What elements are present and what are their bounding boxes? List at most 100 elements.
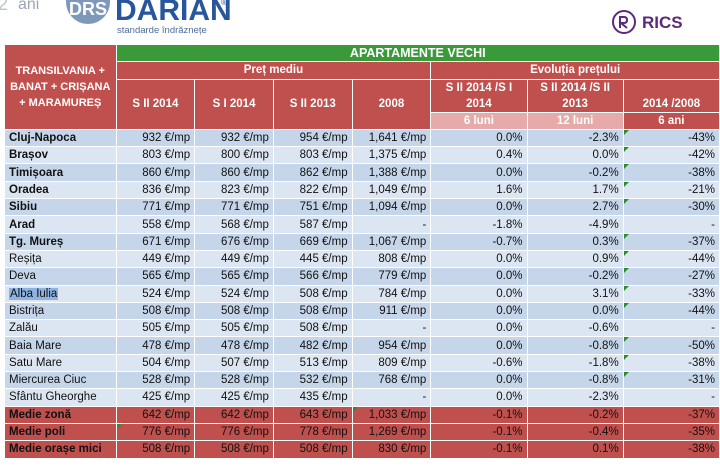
table-row: Alba Iulia 524 €/mp 524 €/mp 508 €/mp 784 €/… <box>4 284 720 303</box>
cell-s2_2014: 528 €/mp <box>115 371 196 390</box>
city-cell[interactable]: Brașov <box>4 146 117 165</box>
cell-s2_2014: 932 €/mp <box>115 128 196 148</box>
cell-s1_2014: 565 €/mp <box>194 267 274 286</box>
city-cell[interactable]: Bistrița <box>4 301 117 321</box>
cell-e6y: -38% <box>622 163 720 182</box>
cell-e6y: -31% <box>622 371 720 390</box>
city-cell[interactable]: Sfântu Gheorghe <box>4 388 117 407</box>
table-row: Zalău 505 €/mp 505 €/mp 508 €/mp -0.0% -0.6% - <box>4 319 720 338</box>
cell-s1_2014: 507 €/mp <box>194 353 274 373</box>
cell-e12: -0.2% <box>526 163 624 182</box>
cell-e6y: -35% <box>622 422 720 442</box>
cell-y2008: 954 €/mp <box>351 336 432 355</box>
cell-e6: 0.4% <box>430 146 528 165</box>
cell-y2008: - <box>351 215 432 234</box>
table-row: Cluj-Napoca 932 €/mp 932 €/mp 954 €/mp 1,641… <box>4 128 720 148</box>
cell-y2008: 1,049 €/mp <box>351 180 432 200</box>
cell-s2_2014: 860 €/mp <box>115 163 196 182</box>
table-row: Bistrița 508 €/mp 508 €/mp 508 €/mp 911 €/mp… <box>4 301 720 321</box>
cell-s2_2013: 954 €/mp <box>272 128 353 148</box>
table-row: Timișoara 860 €/mp 860 €/mp 862 €/mp 1,388 €… <box>4 163 720 182</box>
cell-y2008: 1,375 €/mp <box>351 146 432 165</box>
city-cell[interactable]: Arad <box>4 215 117 234</box>
region-header: TRANSILVANIA + BANAT + CRIȘANA + MARAMUR… <box>4 44 117 130</box>
cell-e12: 3.1% <box>526 284 624 303</box>
cell-y2008: 1,641 €/mp <box>351 128 432 148</box>
city-label: Oradea <box>9 183 49 196</box>
city-cell[interactable]: Medie poli <box>4 422 117 442</box>
cell-s2_2013: 482 €/mp <box>272 336 353 355</box>
table-row: Baia Mare 478 €/mp 478 €/mp 482 €/mp 954 €/m… <box>4 336 720 355</box>
city-cell[interactable]: Baia Mare <box>4 336 117 355</box>
cell-e6y: -44% <box>622 301 720 321</box>
city-cell[interactable]: Cluj-Napoca <box>4 128 117 148</box>
summary-row: Medie orașe mici 508 €/mp 508 €/mp 508 €/mp… <box>4 440 720 459</box>
cell-s1_2014: 642 €/mp <box>194 405 274 424</box>
city-cell[interactable]: Timișoara <box>4 163 117 182</box>
price-group-header: Preț mediu <box>115 61 432 80</box>
cell-s2_2013: 508 €/mp <box>272 319 353 338</box>
cell-e6: 0.0% <box>430 371 528 390</box>
cell-e6y: -43% <box>622 128 720 148</box>
city-cell[interactable]: Tg. Mureș <box>4 232 117 251</box>
city-cell[interactable]: Alba Iulia <box>4 284 117 303</box>
cell-s1_2014: 505 €/mp <box>194 319 274 338</box>
city-label: Baia Mare <box>9 339 62 352</box>
cell-e6: -0.6% <box>430 353 528 373</box>
cell-e12: -0.6% <box>526 319 624 338</box>
rics-wordmark: RICS <box>642 13 683 32</box>
cell-y2008: 808 €/mp <box>351 249 432 269</box>
city-label: Medie poli <box>9 426 66 439</box>
cell-s2_2014: 425 €/mp <box>115 388 196 407</box>
city-cell[interactable]: Satu Mare <box>4 353 117 373</box>
table-row: Oradea 836 €/mp 823 €/mp 822 €/mp 1,049 €/mp… <box>4 180 720 200</box>
cell-s1_2014: 478 €/mp <box>194 336 274 355</box>
cell-e12: -0.8% <box>526 371 624 390</box>
cell-e6: 0.0% <box>430 301 528 321</box>
cell-s2_2014: 558 €/mp <box>115 215 196 234</box>
city-cell[interactable]: Deva <box>4 267 117 286</box>
cell-e6: 0.0% <box>430 267 528 286</box>
cell-s2_2014: 642 €/mp <box>115 405 196 424</box>
cell-y2008: 1,094 €/mp <box>351 198 432 217</box>
city-label: Arad <box>9 218 36 231</box>
cell-e6y: -50% <box>622 336 720 355</box>
cell-e6: 1.6% <box>430 180 528 200</box>
cell-e12: -0.2% <box>526 267 624 286</box>
cell-s2_2014: 565 €/mp <box>115 267 196 286</box>
cell-e12: 0.0% <box>526 301 624 321</box>
city-label: Bistrița <box>9 305 45 317</box>
table-row: Miercurea Ciuc 528 €/mp 528 €/mp 532 €/mp 76… <box>4 371 720 390</box>
city-label: Timișoara <box>9 166 64 179</box>
cell-e12: -0.8% <box>526 336 624 355</box>
city-cell[interactable]: Medie zonă <box>4 405 117 424</box>
cell-s2_2013: 778 €/mp <box>272 422 353 442</box>
cell-e6y: - <box>622 215 720 234</box>
cell-y2008: 911 €/mp <box>351 301 432 321</box>
cell-e6: 0.0% <box>430 163 528 182</box>
cell-e6y: - <box>622 388 720 407</box>
cell-y2008: 809 €/mp <box>351 353 432 373</box>
summary-row: Medie poli 776 €/mp 776 €/mp 778 €/mp 1,269 … <box>4 422 720 442</box>
city-cell[interactable]: Medie orașe mici <box>4 440 117 459</box>
city-cell[interactable]: Zalău <box>4 319 117 338</box>
cell-y2008: 1,033 €/mp <box>351 405 432 424</box>
city-cell[interactable]: Oradea <box>4 180 117 200</box>
cell-y2008: 1,269 €/mp <box>351 422 432 442</box>
table-row: Reșița 449 €/mp 449 €/mp 445 €/mp 808 €/mp 0.… <box>4 249 720 269</box>
city-cell[interactable]: Sibiu <box>4 198 117 217</box>
period-6-luni: 6 luni <box>430 111 528 130</box>
cell-y2008: 1,067 €/mp <box>351 232 432 251</box>
price-table: TRANSILVANIA + BANAT + CRIȘANA + MARAMUR… <box>4 43 720 459</box>
city-cell[interactable]: Miercurea Ciuc <box>4 371 117 390</box>
city-cell[interactable]: Reșița <box>4 249 117 269</box>
col-header-evo-12m: S II 2014 /S II 2013 <box>526 78 624 113</box>
cell-s2_2013: 508 €/mp <box>272 284 353 303</box>
table-row: Tg. Mureș 671 €/mp 676 €/mp 669 €/mp 1,067 €… <box>4 232 720 251</box>
cell-e6: -0.1% <box>430 440 528 459</box>
cell-s2_2014: 449 €/mp <box>115 249 196 269</box>
cell-e6y: -44% <box>622 249 720 269</box>
cell-s1_2014: 425 €/mp <box>194 388 274 407</box>
cell-e6y: -38% <box>622 353 720 373</box>
cell-s2_2014: 504 €/mp <box>115 353 196 373</box>
